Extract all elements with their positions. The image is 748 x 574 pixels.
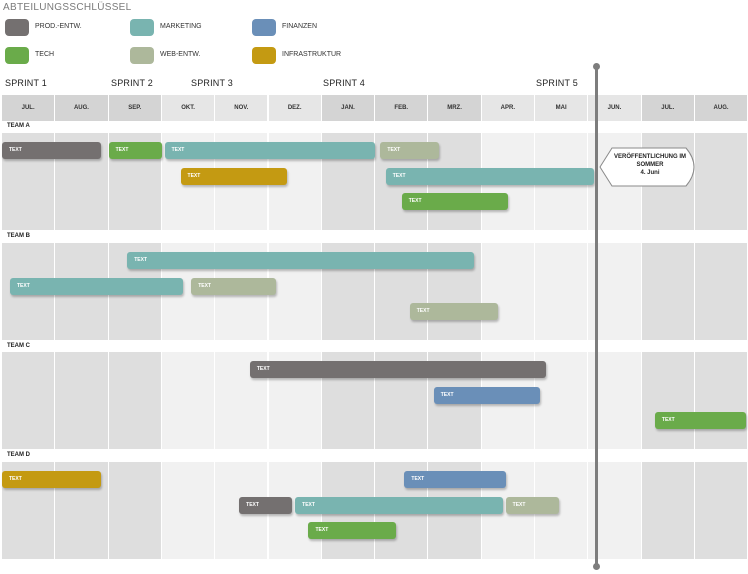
legend-swatch xyxy=(130,47,154,64)
month-column xyxy=(161,352,215,449)
task-bar[interactable]: TEXT xyxy=(249,361,546,378)
sprint-label: SPRINT 3 xyxy=(191,78,233,88)
month-header: NOV. xyxy=(215,95,269,121)
month-column xyxy=(641,462,694,559)
month-column xyxy=(481,243,534,340)
month-header: APR. xyxy=(481,95,535,121)
month-header: MAI xyxy=(535,95,589,121)
legend-label: MARKETING xyxy=(160,23,202,30)
task-bar[interactable]: TEXT xyxy=(308,522,397,539)
month-header: DEZ. xyxy=(268,95,322,121)
month-header: MRZ. xyxy=(428,95,482,121)
milestone-line xyxy=(595,66,598,567)
task-bar[interactable]: TEXT xyxy=(433,387,541,404)
callout-shape xyxy=(599,147,695,187)
month-column xyxy=(641,243,694,340)
task-bar[interactable]: TEXT xyxy=(127,252,474,269)
month-column xyxy=(641,352,694,449)
milestone-bottom-dot xyxy=(593,563,600,570)
task-bar[interactable]: TEXT xyxy=(239,497,293,514)
month-header: JUL. xyxy=(641,95,695,121)
month-column xyxy=(694,133,748,230)
task-bar[interactable]: TEXT xyxy=(180,168,288,185)
month-column xyxy=(108,352,161,449)
month-column xyxy=(694,243,748,340)
legend-swatch xyxy=(130,19,154,36)
task-bar[interactable]: TEXT xyxy=(9,278,184,295)
month-header: FEB. xyxy=(375,95,429,121)
month-header: AUG. xyxy=(694,95,748,121)
sprint-label: SPRINT 4 xyxy=(323,78,365,88)
legend-label: TECH xyxy=(35,51,55,58)
month-column xyxy=(161,462,215,559)
task-bar[interactable]: TEXT xyxy=(401,193,509,210)
task-bar[interactable]: TEXT xyxy=(404,471,506,488)
team-label: TEAM B xyxy=(7,233,30,239)
task-bar[interactable]: TEXT xyxy=(295,497,503,514)
milestone-callout: VERÖFFENTLICHUNG IM SOMMER 4. Juni xyxy=(598,146,704,193)
legend-swatch xyxy=(5,19,29,36)
legend-title: ABTEILUNGSSCHLÜSSEL xyxy=(3,2,132,13)
legend-swatch xyxy=(5,47,29,64)
milestone-date: 4. Juni xyxy=(640,170,660,176)
task-bar[interactable]: TEXT xyxy=(385,168,594,185)
month-column xyxy=(2,352,55,449)
month-header: OKT. xyxy=(161,95,216,121)
month-header: SEP. xyxy=(108,95,162,121)
month-header: AUG. xyxy=(55,95,109,121)
legend-label: WEB-ENTW. xyxy=(160,51,201,58)
milestone-top-dot xyxy=(593,63,600,70)
month-column xyxy=(694,462,748,559)
month-column xyxy=(108,462,161,559)
team-label: TEAM A xyxy=(7,123,30,129)
task-bar[interactable]: TEXT xyxy=(108,142,162,159)
task-bar[interactable]: TEXT xyxy=(191,278,277,295)
team-label: TEAM C xyxy=(7,343,30,349)
milestone-callout-text: VERÖFFENTLICHUNG IM SOMMER 4. Juni xyxy=(610,153,690,177)
sprint-label: SPRINT 2 xyxy=(111,78,153,88)
task-bar[interactable]: TEXT xyxy=(2,471,101,488)
milestone-title: VERÖFFENTLICHUNG IM SOMMER xyxy=(614,154,686,168)
team-label: TEAM D xyxy=(7,452,30,458)
task-bar[interactable]: TEXT xyxy=(409,303,498,320)
legend-label: INFRASTRUKTUR xyxy=(282,51,342,58)
task-bar[interactable]: TEXT xyxy=(380,142,440,159)
legend-label: PROD.-ENTW. xyxy=(35,23,82,30)
sprint-label: SPRINT 5 xyxy=(536,78,578,88)
task-bar[interactable]: TEXT xyxy=(164,142,376,159)
month-column xyxy=(535,243,588,340)
task-bar[interactable]: TEXT xyxy=(505,497,559,514)
legend-swatch xyxy=(252,19,276,36)
task-bar[interactable]: TEXT xyxy=(2,142,101,159)
legend-label: FINANZEN xyxy=(282,23,317,30)
legend-swatch xyxy=(252,47,276,64)
sprint-label: SPRINT 1 xyxy=(5,78,47,88)
task-bar[interactable]: TEXT xyxy=(654,412,746,429)
month-header: JAN. xyxy=(321,95,376,121)
month-column xyxy=(55,352,108,449)
month-header: JUL. xyxy=(2,95,56,121)
month-column xyxy=(694,352,748,449)
